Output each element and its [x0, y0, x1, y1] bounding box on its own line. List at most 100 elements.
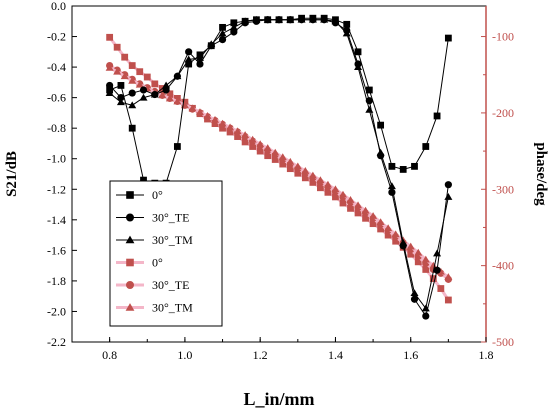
data-point	[219, 124, 226, 132]
data-point	[338, 190, 347, 198]
data-point	[241, 17, 250, 25]
legend-item: 30°_TE	[116, 211, 189, 225]
series-line	[108, 66, 450, 279]
data-point	[271, 148, 280, 156]
data-point	[422, 312, 430, 320]
data-point	[185, 48, 193, 56]
data-point	[387, 182, 396, 190]
y-right-tick-label: -400	[492, 259, 514, 273]
x-tick-label: 1.6	[403, 348, 418, 362]
data-point	[128, 62, 136, 69]
data-point	[196, 60, 204, 68]
legend-label: 30°_TM	[152, 233, 193, 247]
y-left-tick-label: -0.2	[47, 30, 66, 44]
data-point	[361, 206, 370, 214]
data-point	[376, 148, 385, 156]
data-point	[263, 144, 272, 151]
y-right-tick-label: -500	[492, 335, 514, 349]
series-phase-triangle	[105, 63, 453, 281]
data-point	[195, 108, 204, 116]
data-point	[422, 266, 430, 273]
data-point	[286, 157, 295, 165]
x-tick-label: 1.0	[177, 348, 192, 362]
data-point	[106, 33, 114, 41]
data-point	[392, 237, 400, 245]
data-point	[331, 185, 340, 193]
data-point	[362, 214, 369, 222]
data-point	[332, 193, 339, 201]
data-point	[414, 248, 423, 256]
data-point	[264, 152, 272, 160]
data-point	[294, 169, 302, 177]
y-left-tick-label: -0.6	[47, 91, 66, 105]
data-point	[275, 15, 283, 23]
data-point	[399, 238, 408, 246]
data-point	[317, 184, 324, 192]
x-tick-label: 1.8	[479, 348, 494, 362]
data-point	[286, 165, 294, 173]
data-point	[354, 209, 362, 217]
data-point	[150, 90, 159, 98]
data-point	[249, 143, 257, 150]
legend-item: 30°_TE	[116, 278, 189, 292]
data-point	[173, 97, 182, 105]
legend-label: 0°	[152, 188, 163, 202]
data-point	[143, 73, 151, 81]
data-point	[407, 250, 415, 258]
data-point	[219, 23, 226, 31]
data-point	[128, 124, 136, 132]
data-point	[218, 29, 227, 37]
data-point	[354, 201, 363, 209]
legend-label: 30°_TE	[152, 278, 189, 292]
data-point	[203, 112, 212, 119]
data-point	[433, 266, 441, 274]
data-point	[263, 15, 272, 23]
data-point	[234, 133, 241, 140]
legend-box	[109, 180, 223, 327]
y-right-tick-label: -200	[492, 106, 514, 120]
data-point	[301, 167, 310, 174]
data-point	[139, 86, 148, 94]
data-point	[347, 204, 354, 212]
data-point	[165, 94, 174, 102]
data-point	[308, 171, 317, 179]
data-point	[444, 296, 452, 304]
legend-item: 30°_TM	[116, 301, 193, 315]
data-point	[241, 131, 250, 138]
data-point	[410, 289, 419, 297]
y-left-tick-label: -1.2	[47, 182, 66, 196]
data-point	[384, 224, 393, 232]
data-point	[422, 143, 430, 150]
data-point	[377, 225, 385, 233]
data-point	[188, 104, 197, 112]
legend-marker	[126, 258, 134, 267]
data-point	[279, 160, 287, 168]
legend-marker	[125, 235, 135, 244]
data-point	[211, 115, 220, 123]
data-point	[342, 29, 351, 37]
data-point	[241, 138, 249, 146]
data-point	[388, 162, 396, 170]
y-left-tick-label: 0.0	[51, 0, 66, 13]
legend-marker	[126, 281, 134, 289]
y-left-tick-label: -0.4	[47, 60, 66, 74]
data-point	[388, 188, 396, 196]
data-point	[444, 273, 453, 281]
y-right-axis-title: phase/deg	[533, 142, 549, 206]
data-point	[128, 76, 137, 84]
data-point	[184, 55, 193, 63]
data-point	[331, 17, 340, 25]
data-point	[293, 162, 302, 170]
data-point	[139, 93, 148, 101]
data-point	[151, 80, 159, 88]
x-tick-label: 0.8	[102, 348, 117, 362]
data-point	[308, 15, 317, 23]
data-point	[433, 249, 442, 257]
y-left-tick-label: -0.8	[47, 121, 66, 135]
data-point	[323, 180, 332, 188]
data-point	[162, 81, 171, 89]
data-point	[271, 156, 279, 163]
data-point	[207, 40, 216, 48]
data-point	[218, 36, 227, 44]
data-point	[429, 261, 438, 269]
